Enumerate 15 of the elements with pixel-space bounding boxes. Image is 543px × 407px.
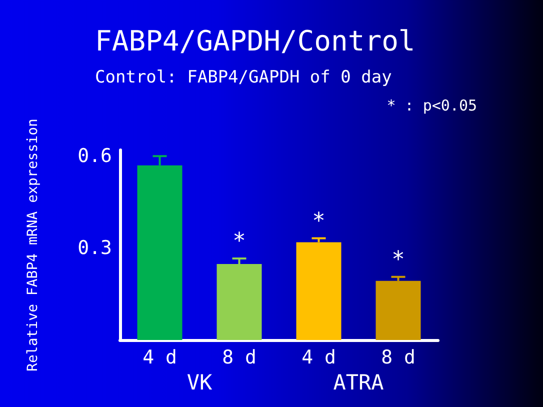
chart-title: FABP4/GAPDH/Control: [95, 24, 416, 58]
y-tick-label: 0.6: [78, 145, 112, 168]
data-label: *: [392, 247, 405, 272]
x-tick-label: 8 d: [381, 346, 416, 368]
text: * : p<0.05: [386, 96, 478, 114]
text: VK: [186, 370, 212, 394]
data-label: *: [312, 208, 326, 234]
x-tick-label: 4 d: [142, 346, 177, 368]
text: ATRA: [333, 370, 384, 394]
chart-subtitle: Control: FABP4/GAPDH of 0 day: [95, 68, 392, 88]
y-axis-title: Relative FABP4 mRNA expression: [25, 118, 41, 372]
x-tick-label: 8 d: [222, 346, 256, 368]
data-label: *: [232, 228, 246, 254]
x-tick-label: 4 d: [302, 346, 336, 368]
y-tick-label: 0.3: [78, 237, 112, 260]
